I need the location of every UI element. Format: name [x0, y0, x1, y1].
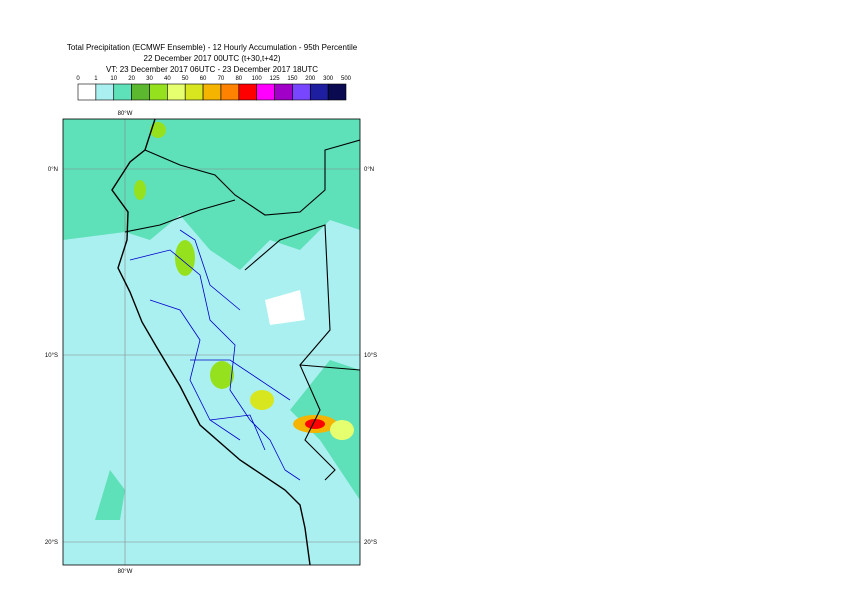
legend-swatch: [167, 83, 186, 101]
legend-swatch: [149, 83, 168, 101]
precip-field: [330, 420, 354, 440]
lat-label: 10°S: [364, 353, 377, 359]
legend-level: 40: [164, 76, 171, 82]
precip-field: [250, 390, 274, 410]
lon-label: 80°W: [118, 111, 133, 117]
title-line: VT: 23 December 2017 06UTC - 23 December…: [106, 65, 318, 74]
legend-level: 70: [218, 76, 225, 82]
legend-level: 1: [94, 76, 98, 82]
legend-swatch: [292, 83, 311, 101]
lat-label: 10°S: [45, 353, 58, 359]
precip-field: [175, 240, 195, 276]
lat-label: 20°S: [364, 540, 377, 546]
lat-label: 0°N: [364, 167, 374, 173]
legend-level: 50: [182, 76, 189, 82]
legend-swatch: [77, 83, 97, 101]
legend-level: 20: [128, 76, 135, 82]
legend-level: 80: [235, 76, 242, 82]
region-border: [129, 229, 301, 481]
coastline: [111, 119, 311, 565]
legend-level: 200: [305, 76, 316, 82]
legend-swatch: [256, 83, 275, 101]
title-line: 22 December 2017 00UTC (t+30,t+42): [144, 54, 281, 63]
legend-swatch: [131, 83, 150, 101]
legend-level: 100: [252, 76, 263, 82]
legend-swatch: [238, 83, 257, 101]
legend-swatch: [309, 83, 329, 101]
country-border: [124, 139, 360, 481]
precip-field: [150, 122, 166, 138]
legend-swatch: [327, 83, 347, 101]
legend-level: 125: [270, 76, 281, 82]
precip-field: [95, 470, 125, 520]
legend-swatch: [274, 83, 293, 101]
lat-label: 0°N: [48, 167, 58, 173]
lon-label: 80°W: [118, 569, 133, 575]
legend-level: 150: [287, 76, 298, 82]
precip-field: [305, 419, 325, 429]
precip-field: [134, 180, 146, 200]
colorbar: 0 1 10 20 30 40 50 60 70 80 100 125 150 200 300 500: [76, 76, 352, 101]
legend-swatch: [220, 83, 240, 101]
legend-level: 60: [200, 76, 207, 82]
title-line: Total Precipitation (ECMWF Ensemble) - 1…: [67, 43, 358, 52]
map: 80°W 80°W 0°N 0°N 10°S 10°S 20°S 20°S: [45, 111, 377, 575]
legend-level: 0: [76, 76, 80, 82]
legend-level: 500: [341, 76, 352, 82]
lat-label: 20°S: [45, 540, 58, 546]
legend-swatch: [113, 83, 132, 101]
precip-field: [210, 361, 234, 389]
legend-level: 10: [110, 76, 117, 82]
map-frame: [62, 118, 361, 566]
legend-level: 300: [323, 76, 334, 82]
legend-swatch: [184, 83, 204, 101]
legend-swatch: [95, 83, 115, 101]
legend-level: 30: [146, 76, 153, 82]
precip-field: [265, 290, 305, 325]
legend-swatch: [202, 83, 222, 101]
